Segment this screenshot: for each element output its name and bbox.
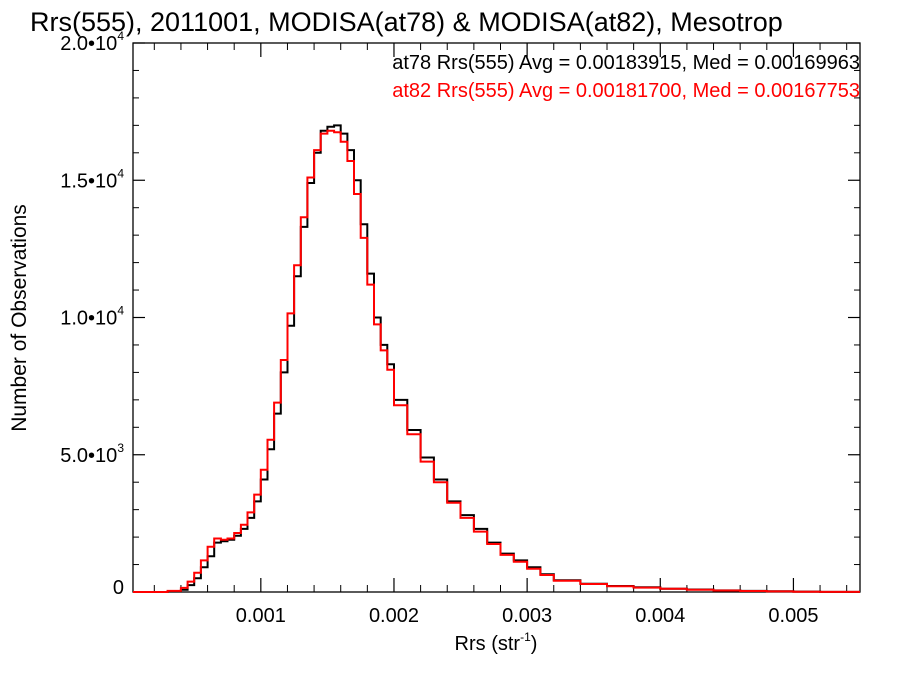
y-tick-label: 2.0•104 bbox=[60, 29, 124, 55]
x-tick-label: 0.004 bbox=[635, 605, 685, 627]
annotation-at82: at82 Rrs(555) Avg = 0.00181700, Med = 0.… bbox=[392, 80, 860, 102]
plot-frame bbox=[132, 42, 861, 593]
series-line-at78 bbox=[133, 124, 860, 593]
y-tick-exponent: 4 bbox=[117, 29, 124, 43]
y-axis-label: Number of Observations bbox=[8, 204, 31, 432]
series-line-at82 bbox=[133, 129, 860, 593]
y-tick-exponent: 4 bbox=[117, 166, 124, 180]
x-tick-label: 0.001 bbox=[236, 605, 286, 627]
y-tick-label: 0 bbox=[113, 577, 124, 599]
y-tick-mantissa: 5.0•10 bbox=[60, 445, 117, 467]
y-tick-label: 5.0•103 bbox=[60, 441, 124, 467]
x-tick-label: 0.002 bbox=[369, 605, 419, 627]
chart-title: Rrs(555), 2011001, MODISA(at78) & MODISA… bbox=[30, 7, 783, 37]
x-tick-label: 0.005 bbox=[768, 605, 818, 627]
y-tick-mantissa: 1.0•10 bbox=[60, 308, 117, 330]
x-axis-label-main: Rrs (str bbox=[455, 633, 521, 655]
annotation-at78: at78 Rrs(555) Avg = 0.00183915, Med = 0.… bbox=[392, 52, 860, 74]
y-tick-label: 1.5•104 bbox=[60, 166, 124, 192]
series-layer bbox=[133, 124, 860, 593]
x-axis-ticks: 0.001 0.002 0.003 0.004 0.005 bbox=[153, 43, 848, 627]
y-tick-exponent: 4 bbox=[117, 304, 124, 318]
y-tick-mantissa: 2.0•10 bbox=[60, 33, 117, 55]
x-tick-label: 0.003 bbox=[502, 605, 552, 627]
x-axis-label-sup: -1 bbox=[520, 630, 531, 644]
y-tick-exponent: 3 bbox=[117, 441, 124, 455]
x-axis-label-close: ) bbox=[531, 633, 538, 655]
y-tick-mantissa: 1.5•10 bbox=[60, 170, 117, 192]
y-tick-label: 1.0•104 bbox=[60, 304, 124, 330]
x-axis-label: Rrs (str-1) bbox=[455, 630, 538, 655]
